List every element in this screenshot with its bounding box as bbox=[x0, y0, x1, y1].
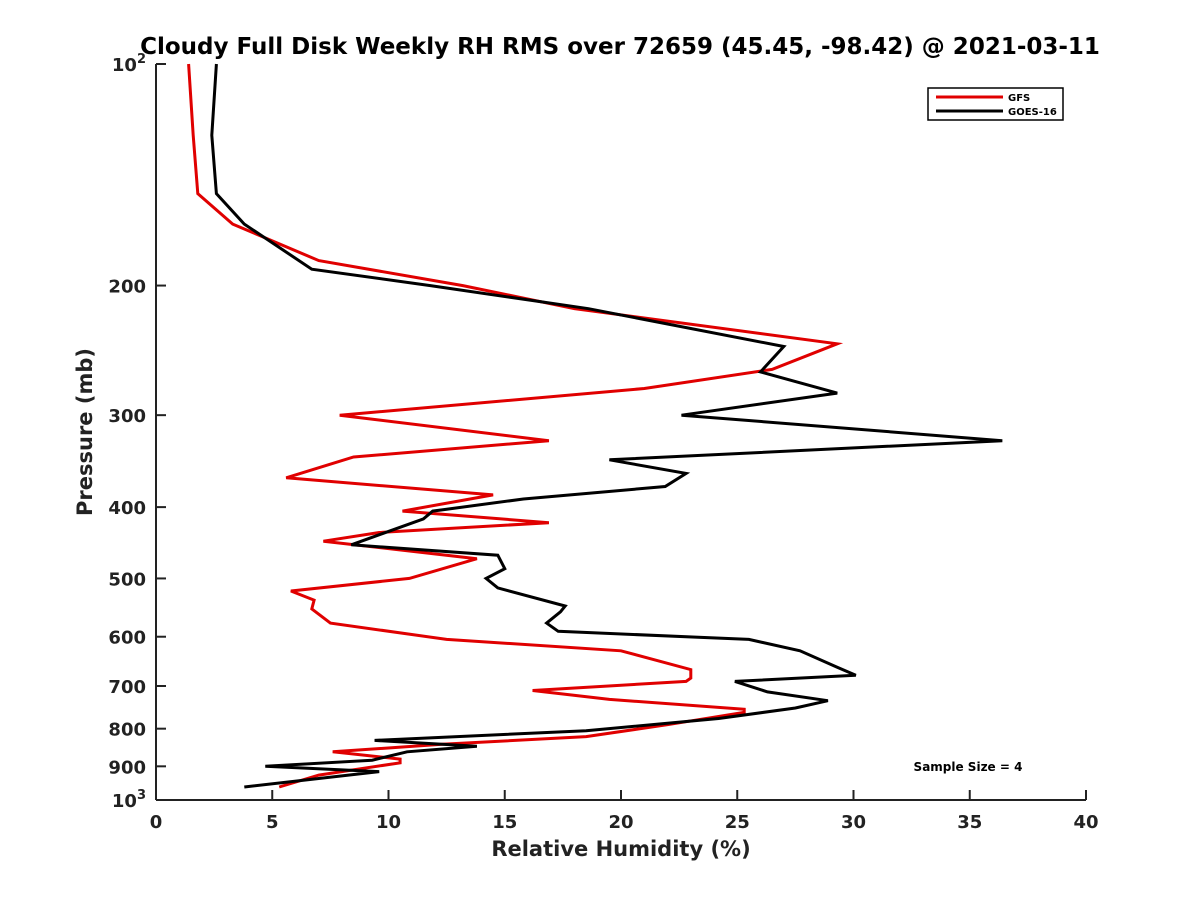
y-tick-label: 800 bbox=[108, 720, 146, 741]
y-tick-label: 600 bbox=[108, 628, 146, 649]
x-tick-label: 30 bbox=[841, 812, 866, 833]
x-tick-label: 15 bbox=[492, 812, 517, 833]
y-tick-label: 103 bbox=[112, 788, 146, 812]
x-tick-label: 35 bbox=[957, 812, 982, 833]
series-line-goes16 bbox=[210, 63, 1003, 789]
legend-label-gfs: GFS bbox=[1008, 93, 1030, 104]
x-tick-label: 0 bbox=[150, 812, 163, 833]
y-tick-label: 400 bbox=[108, 498, 146, 519]
plot-area bbox=[155, 64, 1086, 801]
x-tick-label: 40 bbox=[1073, 812, 1098, 833]
x-tick-label: 25 bbox=[725, 812, 750, 833]
y-tick-label: 500 bbox=[108, 569, 146, 590]
y-axis-label: Pressure (mb) bbox=[73, 348, 97, 516]
x-tick-label: 5 bbox=[266, 812, 279, 833]
sample-size-annotation: Sample Size = 4 bbox=[914, 760, 1023, 774]
x-tick-label: 20 bbox=[608, 812, 633, 833]
series-line-gfs bbox=[187, 63, 844, 789]
x-tick-label: 10 bbox=[376, 812, 401, 833]
legend: GFS GOES-16 bbox=[927, 87, 1064, 121]
y-tick-label: 102 bbox=[112, 52, 146, 76]
x-ticks: 0 5 10 15 20 25 30 35 40 bbox=[150, 790, 1099, 833]
series-layer bbox=[187, 63, 1003, 789]
legend-label-goes16: GOES-16 bbox=[1008, 107, 1057, 118]
y-tick-label: 200 bbox=[108, 277, 146, 298]
legend-box bbox=[927, 87, 1064, 121]
x-axis-label: Relative Humidity (%) bbox=[491, 837, 750, 861]
chart-title: Cloudy Full Disk Weekly RH RMS over 7265… bbox=[140, 34, 1100, 60]
y-tick-label: 900 bbox=[108, 757, 146, 778]
y-tick-label: 300 bbox=[108, 406, 146, 427]
y-ticks: 102 200 300 400 500 600 700 800 900 103 bbox=[108, 52, 166, 812]
y-tick-label: 700 bbox=[108, 677, 146, 698]
